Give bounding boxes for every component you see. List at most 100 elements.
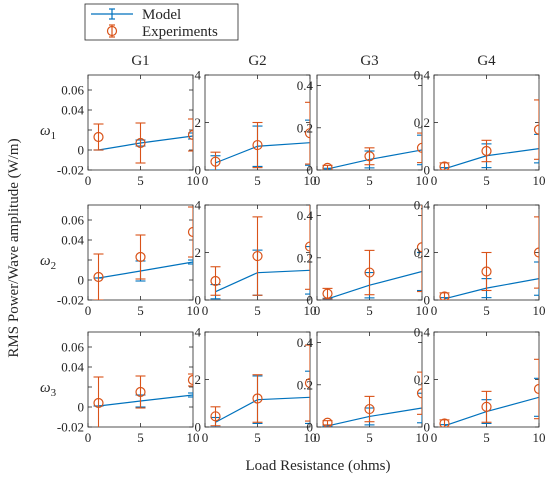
y-tick-label-r3-g2-1: 2 — [195, 372, 202, 387]
x-tick-label-r3-g2-5: 5 — [254, 430, 261, 445]
exp-marker-r3-g4-2 — [533, 383, 539, 395]
column-title-g3: G3 — [360, 53, 378, 69]
subplot-data-r2-g1 — [93, 206, 193, 300]
legend-exp-marker — [106, 25, 118, 37]
exp-marker-r2-g1-1 — [135, 251, 146, 263]
y-tick-label-r1-g2-1: 2 — [195, 115, 202, 130]
y-tick-label-r1-g4-0: 0 — [424, 163, 431, 178]
x-tick-label-r3-g3-10: 10 — [416, 430, 429, 445]
y-tick-label-r1-g1-3: 0.04 — [61, 103, 84, 118]
y-tick-label-r1-g3-2: 0.4 — [297, 78, 314, 93]
exp-marker-r1-g4-2 — [533, 124, 539, 135]
y-tick-label-r1-g2-0: 0 — [195, 163, 202, 178]
x-tick-label-r3-g2-0: 0 — [202, 430, 209, 445]
subplot-data-r3-g3 — [322, 371, 422, 427]
column-title-g1: G1 — [131, 53, 149, 69]
exp-marker-r3-g4-0 — [439, 418, 450, 427]
legend-exp-label: Experiments — [142, 24, 218, 40]
y-tick-label-r1-g4-1: 0.2 — [414, 115, 430, 130]
x-tick-label-r2-g2-10: 10 — [304, 303, 317, 318]
y-tick-label-r2-g4-1: 0.2 — [414, 245, 430, 260]
subplot-data-r3-g1 — [93, 373, 193, 427]
x-tick-label-r2-g3-0: 0 — [314, 303, 321, 318]
exp-marker-r2-g3-1 — [364, 267, 375, 278]
y-tick-label-r2-g3-1: 0.2 — [297, 250, 313, 265]
y-tick-label-r1-g2-2: 4 — [195, 68, 202, 83]
y-tick-label-r1-g1-1: 0 — [78, 143, 85, 158]
exp-marker-r1-g1-0 — [93, 131, 104, 143]
x-tick-label-r1-g1-10: 10 — [187, 173, 200, 188]
x-tick-label-r3-g3-0: 0 — [314, 430, 321, 445]
exp-marker-r3-g2-0 — [210, 411, 221, 422]
x-tick-label-r3-g4-5: 5 — [483, 430, 490, 445]
y-tick-label-r3-g3-2: 0.4 — [297, 335, 314, 350]
y-tick-label-r3-g1-0: -0.02 — [57, 420, 84, 435]
subplot-data-r2-g3 — [322, 205, 422, 300]
exp-marker-r3-g3-0 — [322, 417, 333, 427]
exp-marker-r3-g2-1 — [252, 393, 263, 404]
y-tick-label-r3-g4-2: 0.4 — [414, 325, 431, 340]
y-tick-label-r2-g2-1: 2 — [195, 245, 202, 260]
y-tick-label-r1-g1-4: 0.06 — [61, 83, 84, 98]
exp-marker-r1-g4-0 — [439, 161, 450, 170]
x-tick-label-r3-g2-10: 10 — [304, 430, 317, 445]
x-tick-label-r2-g4-0: 0 — [431, 303, 438, 318]
y-tick-label-r1-g3-1: 0.2 — [297, 120, 313, 135]
x-tick-label-r2-g4-5: 5 — [483, 303, 490, 318]
exp-marker-r2-g2-2 — [304, 241, 310, 252]
x-tick-label-r1-g2-0: 0 — [202, 173, 209, 188]
y-tick-label-r3-g1-1: 0 — [78, 400, 85, 415]
x-tick-label-r3-g1-10: 10 — [187, 430, 200, 445]
row-label-1: ω1 — [40, 123, 56, 142]
exp-marker-r1-g1-2 — [187, 129, 193, 141]
x-tick-label-r3-g4-0: 0 — [431, 430, 438, 445]
exp-marker-r2-g2-0 — [210, 275, 221, 287]
y-tick-label-r2-g3-0: 0 — [307, 293, 314, 308]
x-tick-label-r1-g1-0: 0 — [85, 173, 92, 188]
exp-marker-r2-g4-1 — [481, 266, 492, 277]
exp-marker-r2-g2-1 — [252, 250, 263, 262]
exp-marker-r1-g3-2 — [416, 142, 422, 153]
subplot-data-r3-g2 — [210, 344, 310, 427]
subplot-data-r2-g2 — [210, 205, 310, 300]
y-tick-label-r1-g3-0: 0 — [307, 163, 314, 178]
x-axis-label: Load Resistance (ohms) — [246, 458, 391, 474]
x-tick-label-r3-g4-10: 10 — [533, 430, 546, 445]
exp-marker-r1-g4-1 — [481, 145, 492, 157]
column-title-g2: G2 — [248, 53, 266, 69]
y-tick-label-r2-g2-2: 4 — [195, 198, 202, 213]
exp-marker-r1-g3-1 — [364, 151, 375, 162]
x-tick-label-r1-g4-0: 0 — [431, 173, 438, 188]
subplot-data-r1-g1 — [93, 118, 193, 164]
y-tick-label-r3-g1-3: 0.04 — [61, 360, 84, 375]
x-tick-label-r2-g3-5: 5 — [366, 303, 373, 318]
x-tick-label-r2-g2-0: 0 — [202, 303, 209, 318]
row-label-3: ω3 — [40, 380, 57, 399]
x-tick-label-r1-g2-5: 5 — [254, 173, 261, 188]
y-tick-label-r3-g4-1: 0.2 — [414, 372, 430, 387]
legend: Model Experiments — [84, 3, 239, 41]
x-tick-label-r3-g1-0: 0 — [85, 430, 92, 445]
x-tick-label-r1-g4-10: 10 — [533, 173, 546, 188]
x-tick-label-r1-g3-5: 5 — [366, 173, 373, 188]
y-tick-label-r2-g1-0: -0.02 — [57, 293, 84, 308]
x-tick-label-r2-g1-5: 5 — [137, 303, 144, 318]
subplot-data-r3-g4 — [439, 358, 539, 427]
x-tick-label-r1-g4-5: 5 — [483, 173, 490, 188]
subplot-data-r2-g4 — [439, 216, 539, 300]
subplot-data-r1-g2 — [210, 101, 310, 170]
x-tick-label-r2-g4-10: 10 — [533, 303, 546, 318]
x-tick-label-r1-g3-0: 0 — [314, 173, 321, 188]
x-tick-label-r2-g3-10: 10 — [416, 303, 429, 318]
exp-marker-r1-g2-2 — [304, 128, 310, 139]
exp-marker-r1-g1-1 — [135, 137, 146, 149]
